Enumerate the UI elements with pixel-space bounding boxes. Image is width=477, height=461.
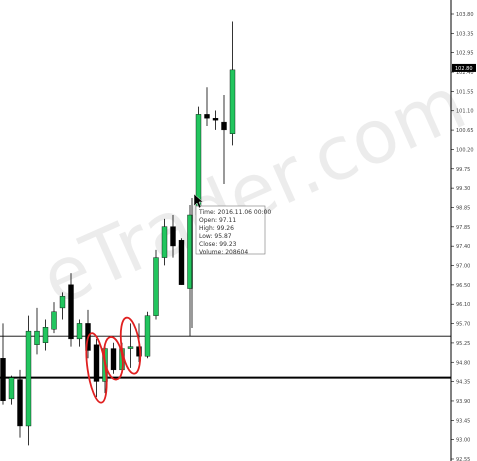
candle-body: [127, 346, 134, 349]
axis-label: 97.00: [456, 264, 470, 270]
candle-9[interactable]: [76, 319, 83, 347]
axis-label: 93.00: [456, 438, 470, 444]
candle-27[interactable]: [229, 21, 236, 146]
candle-7[interactable]: [59, 292, 66, 320]
tooltip-high: High: 99.26: [199, 225, 234, 232]
candle-25[interactable]: [212, 110, 219, 130]
axis-label: 95.25: [456, 341, 470, 347]
candle-body: [204, 114, 210, 119]
candle-body: [178, 239, 185, 285]
candle-body: [0, 358, 6, 402]
candle-5[interactable]: [42, 319, 49, 351]
axis-label: 101.10: [456, 109, 474, 115]
candle-body: [144, 315, 151, 357]
candle-body: [59, 296, 66, 309]
candle-body: [8, 377, 15, 400]
candle-6[interactable]: [51, 302, 57, 334]
candle-0[interactable]: [0, 323, 6, 405]
axis-label: 93.90: [456, 399, 470, 405]
current-price-box: [452, 63, 476, 72]
tooltip: Time: 2016.11.06 00:00 Open: 97.11 High:…: [191, 193, 271, 328]
axis-label: 95.70: [456, 322, 470, 328]
candle-body: [170, 226, 176, 247]
axis-label: 93.45: [456, 418, 470, 424]
candle-body: [25, 330, 32, 427]
candle-body: [93, 344, 100, 382]
candle-22[interactable]: [187, 204, 193, 337]
axis-label: 100.65: [456, 128, 474, 134]
axis-label: 97.85: [456, 225, 470, 231]
candle-4[interactable]: [34, 307, 40, 355]
candle-body: [42, 327, 49, 343]
axis-label: 102.40: [456, 70, 474, 76]
candle-body: [161, 226, 168, 258]
candle-17[interactable]: [144, 311, 151, 359]
horizontal-lines: [0, 335, 451, 379]
axis-label: 98.85: [456, 205, 470, 211]
candle-19[interactable]: [161, 218, 168, 266]
candle-1[interactable]: [8, 375, 15, 405]
candle-body: [51, 311, 57, 330]
candle-body: [110, 348, 117, 371]
tooltip-volume: Volume: 208604: [199, 249, 248, 256]
axis-label: 94.35: [456, 380, 470, 386]
candle-26[interactable]: [221, 95, 227, 185]
tooltip-open: Open: 97.11: [199, 217, 236, 224]
axis-label: 99.30: [456, 186, 470, 192]
axis-label: 103.35: [456, 31, 474, 37]
axis-label: 100.20: [456, 147, 474, 153]
tooltip-time: Time: 2016.11.06 00:00: [198, 209, 271, 216]
axis-label: 97.40: [456, 244, 470, 250]
current-price-label: 102.80: [455, 66, 473, 72]
axis-label: 99.75: [456, 167, 470, 173]
tooltip-low: Low: 95.87: [199, 233, 232, 240]
candle-15[interactable]: [127, 323, 134, 368]
candle-body: [229, 69, 236, 134]
price-axis: 103.80 103.35 102.95 102.40 101.55 101.10 100.…: [451, 12, 476, 461]
annotation-circle-1: [103, 336, 124, 381]
axis-label: 94.80: [456, 360, 470, 366]
candle-body: [221, 121, 227, 131]
axis-label: 101.55: [456, 89, 474, 95]
candle-13[interactable]: [110, 342, 117, 374]
axis-label: 92.55: [456, 457, 470, 461]
candle-body: [187, 214, 193, 289]
candle-body: [153, 257, 159, 316]
annotation-circles: [85, 316, 142, 404]
candle-body: [34, 330, 40, 345]
axis-label: 96.50: [456, 283, 470, 289]
candle-body: [68, 284, 74, 340]
candle-18[interactable]: [153, 249, 159, 320]
candle-body: [212, 118, 219, 121]
mouse-cursor-icon: [193, 193, 204, 209]
axis-label: 103.80: [456, 12, 474, 18]
tooltip-close: Close: 99.23: [199, 241, 237, 248]
axis-label: 96.10: [456, 302, 470, 308]
candle-body: [76, 323, 83, 340]
candle-8[interactable]: [68, 273, 74, 347]
candle-2[interactable]: [17, 369, 23, 438]
tooltip-box: [195, 205, 266, 255]
candle-11[interactable]: [93, 338, 100, 397]
annotation-circle-2: [119, 316, 142, 375]
axis-label: 102.95: [456, 51, 474, 57]
candle-24[interactable]: [204, 87, 210, 126]
candle-body: [17, 379, 23, 427]
candle-3[interactable]: [25, 315, 32, 446]
candle-20[interactable]: [170, 215, 176, 258]
candle-21[interactable]: [178, 238, 185, 285]
